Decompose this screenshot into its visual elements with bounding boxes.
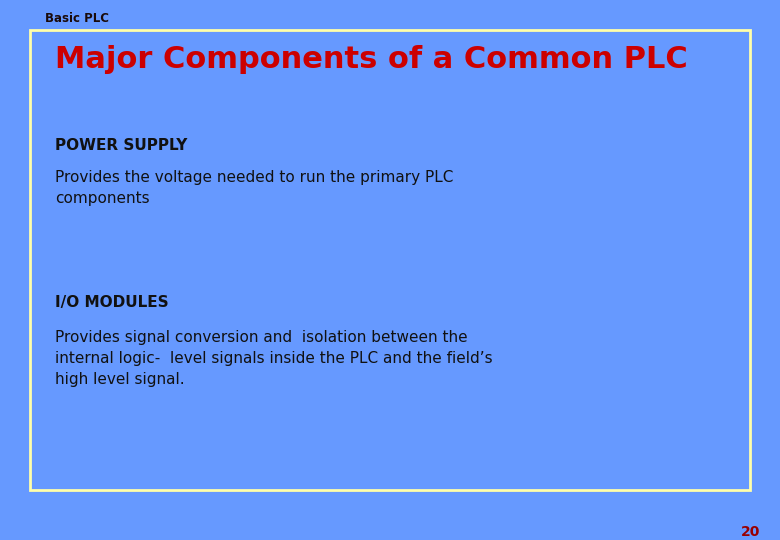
Text: Major Components of a Common PLC: Major Components of a Common PLC	[55, 45, 688, 74]
Text: Provides the voltage needed to run the primary PLC
components: Provides the voltage needed to run the p…	[55, 170, 453, 206]
Text: I/O MODULES: I/O MODULES	[55, 295, 168, 310]
Text: POWER SUPPLY: POWER SUPPLY	[55, 138, 187, 153]
FancyBboxPatch shape	[30, 30, 750, 490]
Text: 20: 20	[741, 525, 760, 539]
Text: Basic PLC: Basic PLC	[45, 12, 109, 25]
Text: Provides signal conversion and  isolation between the
internal logic-  level sig: Provides signal conversion and isolation…	[55, 330, 493, 387]
